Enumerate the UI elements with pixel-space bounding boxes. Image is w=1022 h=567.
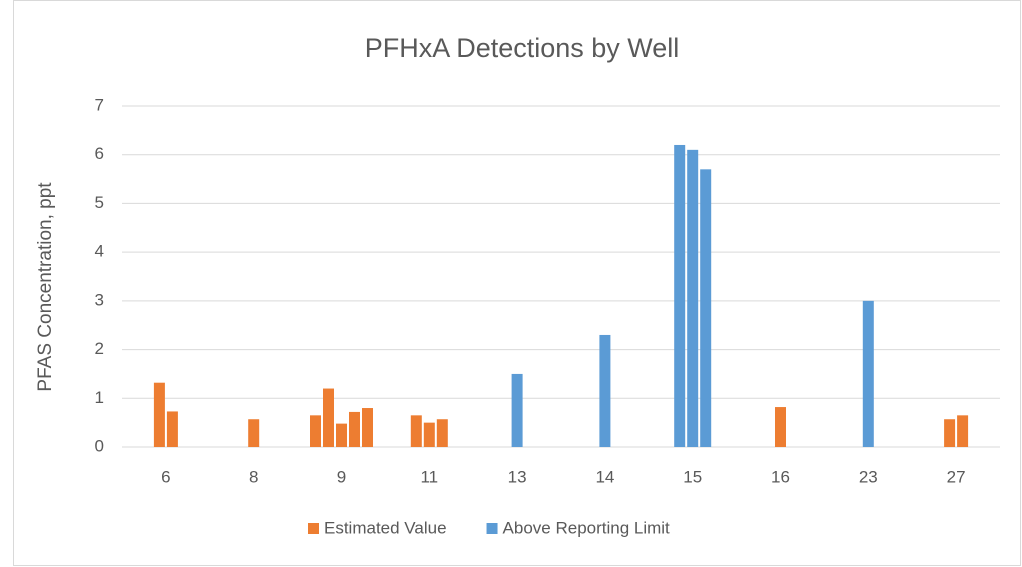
bar bbox=[248, 419, 260, 447]
legend-label: Estimated Value bbox=[324, 518, 447, 537]
bar bbox=[310, 415, 321, 447]
bar bbox=[153, 382, 165, 447]
bar bbox=[687, 149, 699, 448]
legend-swatch bbox=[308, 523, 319, 534]
y-tick-label: 7 bbox=[95, 95, 104, 114]
bar bbox=[599, 334, 611, 447]
x-tick-label: 16 bbox=[771, 467, 790, 486]
x-tick-label: 11 bbox=[420, 467, 438, 486]
bar bbox=[362, 408, 373, 447]
bar bbox=[700, 169, 712, 448]
x-tick-label: 14 bbox=[595, 467, 614, 486]
bar bbox=[336, 423, 347, 447]
legend-label: Above Reporting Limit bbox=[503, 518, 671, 537]
x-tick-label: 8 bbox=[249, 467, 258, 486]
y-tick-label: 5 bbox=[95, 193, 104, 212]
bar bbox=[944, 419, 956, 447]
y-tick-label: 2 bbox=[95, 339, 104, 358]
bar bbox=[323, 388, 334, 447]
bar bbox=[436, 419, 448, 447]
y-tick-label: 0 bbox=[95, 436, 104, 455]
bar bbox=[349, 411, 360, 447]
x-tick-label: 15 bbox=[683, 467, 702, 486]
bar bbox=[862, 300, 874, 447]
chart-border bbox=[13, 0, 1021, 566]
bar bbox=[166, 411, 178, 447]
y-tick-label: 1 bbox=[95, 388, 104, 407]
bar bbox=[410, 415, 422, 447]
x-tick-label: 6 bbox=[161, 467, 170, 486]
bar bbox=[957, 415, 969, 447]
bar bbox=[423, 422, 435, 447]
legend-swatch bbox=[486, 523, 498, 534]
bar bbox=[511, 373, 523, 447]
y-tick-label: 3 bbox=[95, 290, 104, 309]
x-tick-label: 23 bbox=[859, 467, 878, 486]
y-axis-label: PFAS Concentration, ppt bbox=[35, 182, 56, 392]
bar bbox=[775, 407, 786, 447]
y-tick-label: 4 bbox=[95, 242, 104, 261]
x-tick-label: 9 bbox=[337, 467, 346, 486]
x-tick-label: 27 bbox=[947, 467, 966, 486]
chart-title: PFHxA Detections by Well bbox=[365, 33, 680, 63]
y-tick-label: 6 bbox=[95, 144, 104, 163]
x-tick-label: 13 bbox=[508, 467, 527, 486]
bar bbox=[674, 144, 686, 447]
